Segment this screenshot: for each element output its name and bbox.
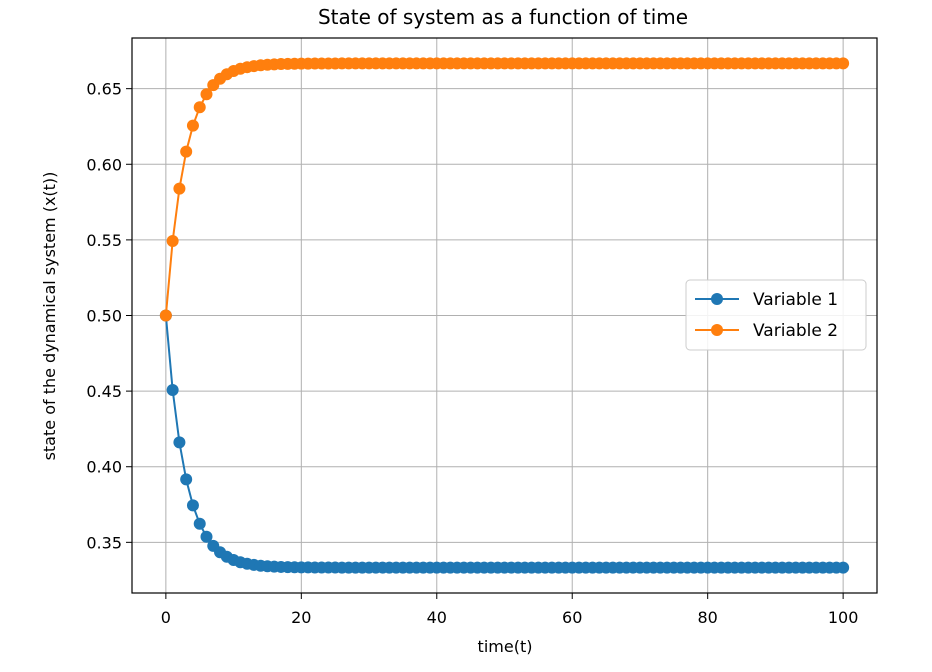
data-point-variable-2: [837, 57, 850, 70]
y-tick-label: 0.45: [86, 382, 122, 401]
data-point-variable-2: [180, 145, 193, 158]
x-tick-label: 40: [427, 608, 447, 627]
data-point-variable-2: [193, 101, 206, 114]
ticks: 0 20 40 60 80 100 0.35 0.40 0.45 0.50 0.55 0.60 0.65: [86, 80, 858, 627]
y-tick-label: 0.50: [86, 307, 122, 326]
data-point-variable-1: [173, 436, 186, 449]
legend-box: [685, 279, 867, 351]
series-layer: [159, 57, 850, 574]
legend-label-variable-2: Variable 2: [753, 321, 838, 341]
chart-title: State of system as a function of time: [318, 5, 688, 29]
legend-marker-variable-1: [711, 293, 723, 305]
x-tick-label: 80: [698, 608, 718, 627]
series-variable-1: [159, 309, 850, 574]
x-axis-label: time(t): [478, 637, 533, 656]
x-tick-label: 0: [161, 608, 171, 627]
series-line-variable-2: [164, 62, 844, 316]
x-tick-label: 60: [562, 608, 582, 627]
data-point-variable-1: [166, 383, 179, 396]
legend-marker-variable-2: [711, 324, 723, 336]
data-point-variable-1: [837, 561, 850, 574]
series-line-variable-1: [164, 315, 844, 569]
data-point-variable-2: [200, 88, 213, 101]
y-tick-label: 0.60: [86, 155, 122, 174]
data-point-variable-2: [186, 119, 199, 132]
x-tick-label: 20: [291, 608, 311, 627]
y-tick-label: 0.55: [86, 231, 122, 250]
data-point-variable-2: [166, 235, 179, 248]
data-point-variable-1: [186, 499, 199, 512]
y-axis-label: state of the dynamical system (x(t)): [40, 172, 59, 461]
data-point-variable-2: [159, 309, 172, 322]
y-tick-label: 0.65: [86, 80, 122, 99]
legend: Variable 1 Variable 2: [685, 279, 867, 351]
x-tick-label: 100: [828, 608, 859, 627]
data-point-variable-1: [193, 517, 206, 530]
y-tick-label: 0.35: [86, 533, 122, 552]
data-point-variable-1: [200, 530, 213, 543]
series-variable-2: [159, 57, 850, 322]
y-tick-label: 0.40: [86, 458, 122, 477]
data-point-variable-2: [173, 182, 186, 195]
legend-label-variable-1: Variable 1: [753, 290, 838, 310]
data-point-variable-1: [180, 473, 193, 486]
